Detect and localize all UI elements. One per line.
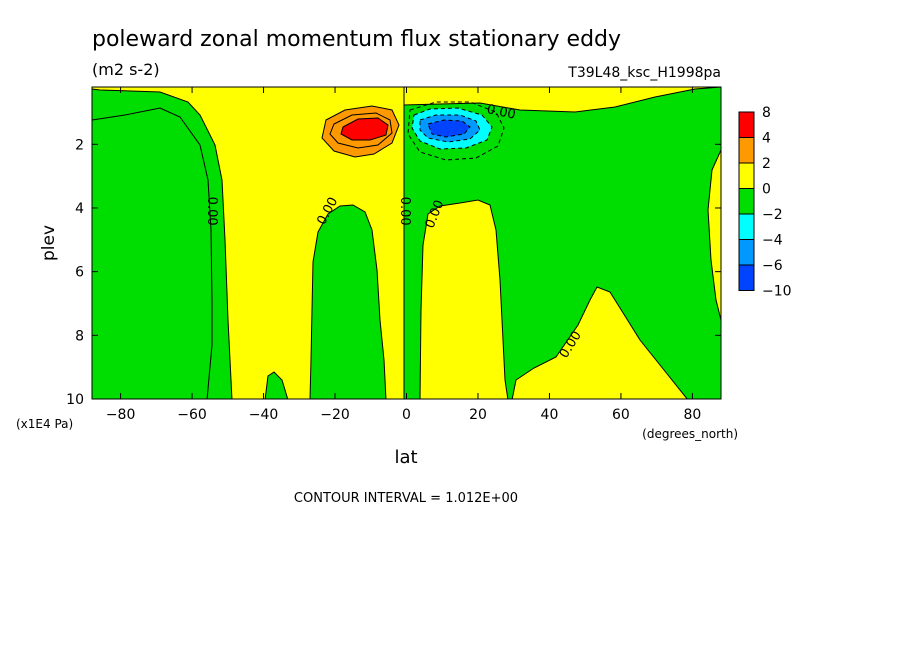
positive-core-4 [329,112,393,149]
x-tick-label: 20 [469,407,487,423]
colorbar-level-label: −4 [762,233,783,249]
colorbar-swatch [738,239,755,266]
negative-region-sh-upper [92,107,213,399]
colorbar: 8 4 2 0 −2 −4 −6 −10 [738,105,792,300]
colorbar-level-label: −10 [762,284,792,300]
contour-label: 0.00 [204,197,219,226]
colorbar-level-label: 8 [762,105,771,121]
positive-region-nh-top [403,87,721,113]
positive-region-nh-polar [707,149,721,321]
y-tick-label: 10 [66,392,84,408]
positive-region-nh-lower [419,199,509,399]
x-tick-label: −40 [249,407,279,423]
positive-core-8 [340,117,389,141]
colorbar-swatch [738,137,755,164]
colorbar-swatch [738,188,755,215]
contour-label: 0.00 [397,197,412,226]
x-tick-label: −80 [106,407,136,423]
colorbar-swatch [738,111,755,138]
y-tick-label: 8 [75,328,84,344]
colorbar-level-label: 2 [762,156,771,172]
positive-region-nh-midlat [511,286,688,399]
x-tick-label: −60 [177,407,207,423]
positive-region-sh [92,87,405,399]
y-tick-label: 2 [75,137,84,153]
negative-contour-outer [407,101,505,161]
y-axis-units: (x1E4 Pa) [16,417,73,431]
x-tick-label: 40 [541,407,559,423]
x-tick-label: 80 [683,407,701,423]
colorbar-swatch [738,162,755,189]
x-axis-label: lat [394,447,417,468]
chart-units: (m2 s-2) [92,60,160,79]
chart-title: poleward zonal momentum flux stationary … [92,27,621,52]
negative-region-sh-pocket [264,371,289,399]
colorbar-level-label: −6 [762,258,783,274]
x-axis-units: (degrees_north) [642,427,738,441]
colorbar-swatch [738,213,755,240]
colorbar-level-label: 0 [762,182,771,198]
y-axis-ticks: 2 4 6 8 10 [66,137,721,408]
run-label: T39L48_ksc_H1998pa [567,65,721,81]
x-tick-label: 0 [402,407,411,423]
x-tick-label: 60 [612,407,630,423]
contour-field [92,87,721,399]
y-tick-label: 4 [75,201,84,217]
contour-interval-note: CONTOUR INTERVAL = 1.012E+00 [294,491,518,506]
x-axis-ticks: −80 −60 −40 −20 0 20 40 60 80 [106,87,701,423]
x-tick-label: −20 [320,407,350,423]
negative-core-10 [427,119,471,138]
y-tick-label: 6 [75,265,84,281]
y-axis-label: plev [39,225,59,261]
colorbar-swatch [738,264,755,291]
colorbar-level-label: −2 [762,207,783,223]
contour-label: 0.00 [485,102,516,123]
colorbar-level-label: 4 [762,131,771,147]
